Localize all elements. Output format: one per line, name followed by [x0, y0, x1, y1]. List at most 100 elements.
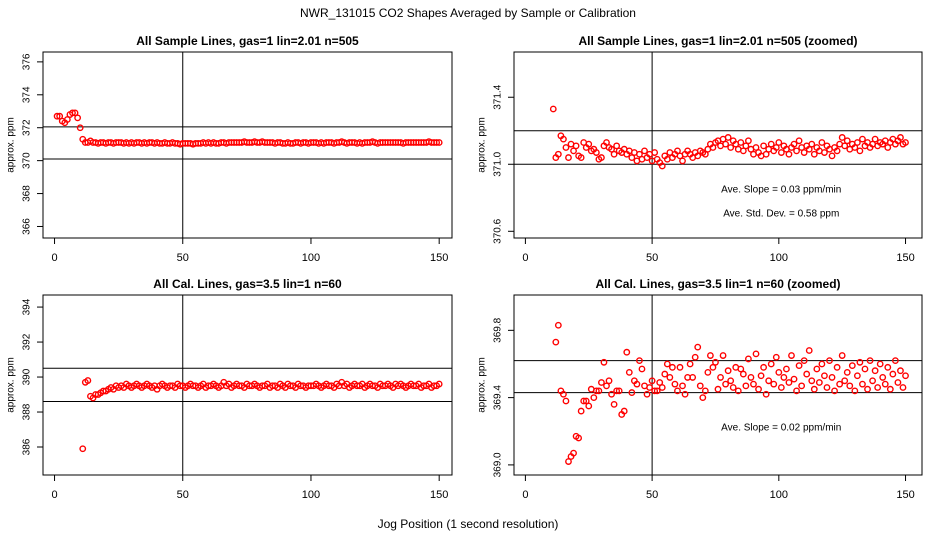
point: [666, 374, 674, 381]
point: [861, 365, 869, 373]
point: [742, 382, 750, 390]
point: [552, 338, 560, 346]
x-tick-label: 100: [770, 489, 788, 501]
points: [79, 377, 443, 453]
point: [805, 347, 813, 354]
point: [704, 368, 712, 376]
point: [603, 139, 610, 146]
point: [856, 147, 864, 155]
annotation: Ave. Std. Dev. = 0.58 ppm: [723, 209, 839, 220]
point: [818, 139, 826, 146]
point: [722, 380, 730, 388]
point: [772, 353, 780, 361]
point: [853, 372, 861, 380]
point: [902, 372, 909, 380]
point: [876, 360, 884, 368]
point: [580, 397, 588, 405]
point: [871, 135, 879, 143]
point: [724, 134, 732, 141]
point: [595, 387, 603, 395]
y-tick-label: 388: [22, 403, 33, 420]
point: [717, 374, 724, 381]
x-tick-label: 50: [646, 252, 658, 264]
point: [575, 434, 583, 442]
y-tick-label: 371.4: [493, 84, 504, 109]
point: [831, 387, 838, 395]
x-tick-label: 50: [177, 489, 189, 501]
point: [745, 355, 752, 363]
point: [762, 390, 770, 398]
point: [752, 144, 760, 151]
point: [699, 394, 707, 402]
point: [628, 389, 636, 396]
point: [729, 384, 737, 391]
point: [866, 357, 874, 365]
y-tick-label: 386: [22, 438, 33, 455]
point: [668, 363, 676, 371]
point: [777, 384, 785, 391]
point: [69, 109, 76, 117]
point: [838, 134, 846, 141]
point: [793, 387, 800, 395]
point: [788, 352, 795, 359]
point: [790, 375, 798, 383]
point: [620, 407, 628, 415]
point: [851, 144, 859, 151]
point: [74, 114, 82, 122]
point: [714, 385, 722, 393]
panel-title: All Sample Lines, gas=1 lin=2.01 n=505: [136, 34, 359, 48]
point: [554, 321, 562, 329]
point: [706, 352, 714, 359]
point: [53, 112, 61, 120]
point: [745, 137, 752, 145]
point: [843, 368, 851, 376]
y-tick-label: 376: [22, 53, 33, 70]
point: [808, 140, 816, 148]
point: [562, 397, 570, 405]
point: [891, 357, 899, 365]
points: [53, 109, 443, 148]
point: [815, 379, 823, 386]
point: [651, 149, 659, 156]
points: [552, 321, 909, 465]
point: [610, 150, 618, 158]
y-tick-label: 374: [22, 86, 33, 103]
y-tick-label: 370.6: [493, 218, 504, 243]
point: [722, 140, 730, 148]
point: [610, 400, 618, 408]
point: [889, 370, 897, 378]
point: [689, 374, 697, 381]
point: [625, 368, 633, 376]
point: [671, 380, 679, 388]
point: [570, 449, 577, 457]
point: [562, 144, 570, 151]
point: [636, 150, 643, 158]
annotation: Ave. Slope = 0.02 ppm/min: [721, 423, 841, 434]
point: [598, 379, 605, 386]
point: [790, 140, 798, 148]
point: [757, 372, 765, 380]
point: [679, 382, 686, 390]
point: [818, 360, 826, 368]
plot-frame: [513, 294, 923, 476]
point: [747, 374, 755, 381]
point: [613, 142, 621, 150]
point: [560, 135, 567, 143]
point: [679, 157, 686, 165]
point: [549, 105, 557, 113]
point: [785, 150, 793, 158]
point: [742, 142, 750, 150]
y-tick-label: 372: [22, 119, 33, 136]
point: [603, 382, 610, 390]
x-tick-label: 150: [896, 489, 914, 501]
plot-frame: [42, 294, 453, 476]
point: [795, 137, 803, 145]
point: [63, 116, 71, 123]
point: [577, 407, 585, 415]
point: [633, 380, 641, 388]
y-tick-label: 390: [22, 368, 33, 385]
point: [565, 458, 572, 465]
point: [884, 363, 892, 371]
point: [798, 382, 806, 390]
